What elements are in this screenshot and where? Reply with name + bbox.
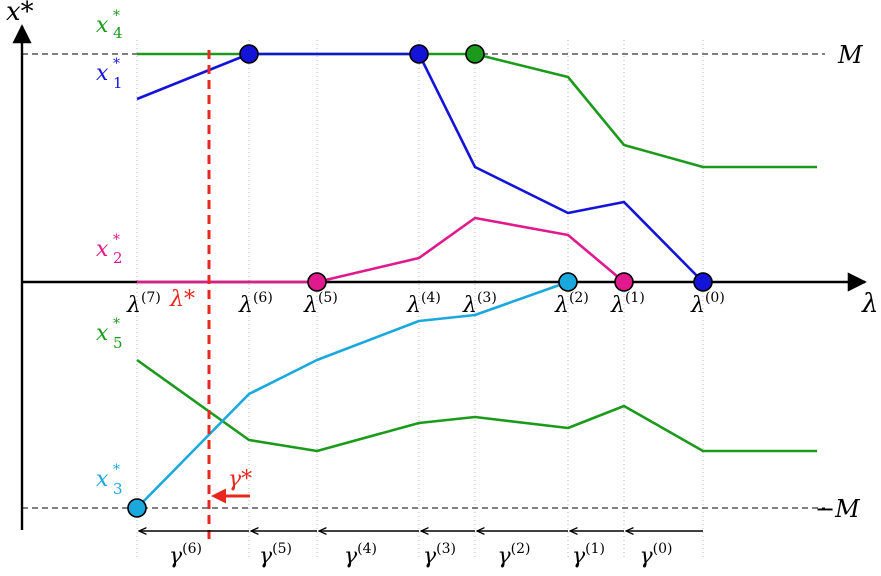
series-lines: [136, 52, 817, 509]
svg-text:x: x: [96, 237, 109, 262]
breakpoint-marker-0: [239, 44, 259, 64]
x-axis-label: λ: [861, 289, 878, 319]
breakpoint-marker-3: [307, 272, 327, 292]
breakpoint-label-7: λ(0): [690, 290, 725, 318]
gamma-label-2: γ(4): [344, 541, 377, 569]
svg-text:*: *: [113, 462, 120, 478]
svg-text:x: x: [96, 467, 109, 492]
breakpoint-label-4: λ(3): [462, 290, 497, 318]
svg-text:2: 2: [113, 249, 123, 267]
breakpoint-marker-5: [558, 272, 578, 292]
svg-text:1: 1: [113, 74, 123, 92]
series-label-x4: x * 4: [96, 8, 123, 42]
breakpoint-label-0: λ(7): [126, 290, 161, 318]
breakpoint-label-2: λ(5): [303, 290, 338, 318]
breakpoint-gridlines: [136, 40, 704, 560]
svg-text:3: 3: [113, 480, 123, 498]
breakpoint-label-1: λ(6): [238, 290, 273, 318]
upper-bound-label: M: [837, 41, 864, 69]
series-label-x3: x * 3: [96, 462, 123, 498]
breakpoint-label-5: λ(2): [554, 290, 589, 318]
svg-text:4: 4: [113, 24, 123, 42]
breakpoint-marker-2: [465, 44, 485, 64]
gamma-label-3: γ(3): [423, 541, 456, 569]
gamma-label-4: γ(2): [498, 541, 531, 569]
gamma-step-labels: γ(6) γ(5) γ(4) γ(3) γ(2) γ(1) γ(0): [169, 541, 673, 569]
breakpoint-markers: [127, 44, 713, 518]
gamma-label-1: γ(5): [259, 541, 292, 569]
series-line-x2: [137, 216, 625, 284]
breakpoint-labels: λ(7) λ(6) λ(5) λ(4) λ(3) λ(2) λ(1) λ(0): [126, 290, 725, 318]
breakpoint-label-6: λ(1): [610, 290, 645, 318]
lower-bound-label: −M: [815, 495, 861, 523]
y-axis-label: x*: [6, 0, 34, 27]
breakpoint-marker-6: [127, 498, 147, 518]
svg-text:*: *: [113, 56, 120, 72]
svg-text:*: *: [113, 8, 120, 24]
series-line-x4: [137, 52, 817, 169]
gamma-label-5: γ(1): [572, 541, 605, 569]
breakpoint-marker-1: [409, 44, 429, 64]
breakpoint-label-3: λ(4): [406, 290, 441, 318]
breakpoint-marker-7: [693, 272, 713, 292]
svg-text:x: x: [96, 321, 109, 346]
series-line-x3: [136, 280, 569, 509]
svg-text:x: x: [96, 61, 109, 86]
svg-text:*: *: [113, 232, 120, 248]
gamma-label-6: γ(0): [640, 541, 673, 569]
lambda-star-label: λ*: [169, 287, 195, 312]
breakpoint-marker-4: [614, 272, 634, 292]
series-label-x5: x * 5: [96, 316, 123, 352]
gamma-star-label: γ*: [228, 467, 252, 492]
gamma-label-0: γ(6): [169, 541, 202, 569]
series-label-x1: x * 1: [96, 56, 123, 92]
series-line-x5: [136, 358, 817, 453]
svg-text:*: *: [113, 316, 120, 332]
series-line-x1: [136, 52, 704, 283]
svg-text:5: 5: [113, 334, 123, 352]
svg-text:x: x: [96, 13, 109, 38]
series-label-x2: x * 2: [96, 232, 123, 267]
